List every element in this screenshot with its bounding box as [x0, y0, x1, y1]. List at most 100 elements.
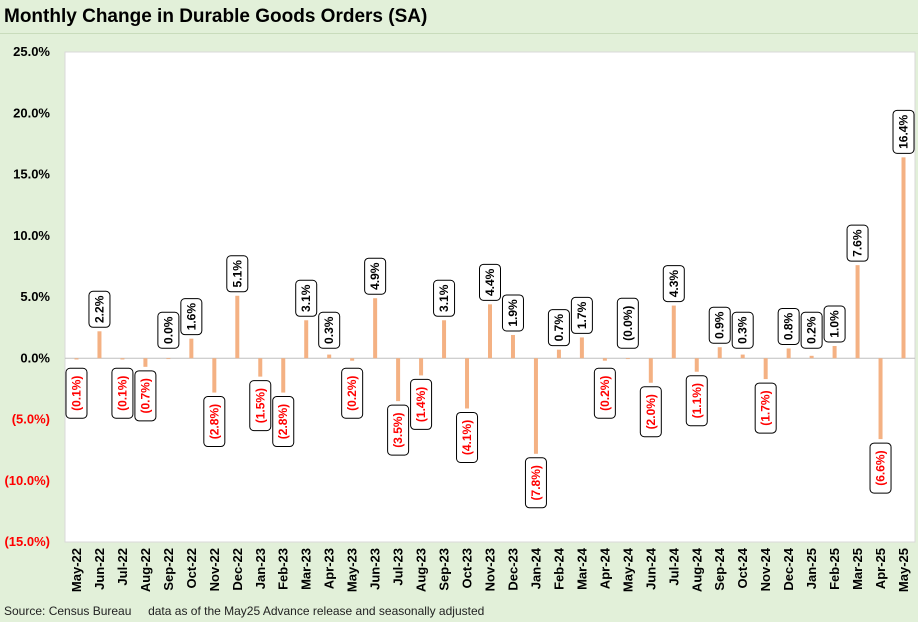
y-axis: 25.0% 20.0% 15.0% 10.0% 5.0% 0.0% (5.0%) (10.0%… — [4, 44, 50, 549]
x-axis: May-22 Jun-22 Jul-22 Aug-22 Sep-22 Oct-22 Nov-… — [69, 547, 911, 592]
data-label-text: 3.1% — [437, 284, 451, 312]
bar — [855, 265, 860, 359]
x-tick-label: Jun-24 — [643, 547, 658, 590]
y-tick-label: 20.0% — [13, 105, 50, 120]
bar — [832, 346, 837, 359]
bar — [396, 358, 401, 402]
data-label-text: 0.0% — [161, 316, 175, 344]
x-tick-label: Jun-23 — [368, 548, 383, 590]
bar — [579, 337, 584, 359]
x-tick-label: May-24 — [620, 547, 635, 592]
data-label-text: 0.3% — [736, 316, 750, 344]
data-label: (2.8%) — [272, 396, 295, 448]
x-tick-label: Jan-23 — [253, 548, 268, 589]
data-label: (0.1%) — [111, 367, 134, 419]
bar — [373, 298, 378, 359]
data-label: (1.4%) — [410, 378, 433, 430]
data-label-text: 2.2% — [92, 295, 106, 323]
data-label-text: 0.3% — [322, 316, 336, 344]
bar — [235, 295, 240, 359]
x-tick-label: Apr-23 — [322, 548, 337, 589]
bar — [465, 358, 470, 409]
data-label-text: 1.9% — [506, 299, 520, 327]
data-label-text: 1.7% — [575, 301, 589, 329]
bars-group — [74, 157, 906, 454]
data-label: (7.8%) — [524, 457, 547, 509]
data-label: 2.2% — [88, 290, 111, 328]
x-tick-label: Nov-22 — [207, 548, 222, 591]
x-tick-label: Mar-25 — [850, 548, 865, 590]
bar — [281, 358, 286, 393]
bar — [602, 358, 607, 361]
x-tick-label: Sep-24 — [712, 547, 727, 590]
data-label: 1.7% — [570, 296, 593, 334]
data-label-text: 16.4% — [897, 115, 911, 149]
x-tick-label: Dec-23 — [505, 548, 520, 591]
x-tick-label: Feb-25 — [827, 548, 842, 590]
data-label-text: 0.7% — [552, 314, 566, 342]
chart-title: Monthly Change in Durable Goods Orders (… — [0, 0, 918, 34]
data-label: 3.1% — [295, 279, 318, 317]
bar — [488, 304, 492, 359]
bar — [120, 358, 125, 360]
x-tick-label: Dec-24 — [781, 547, 796, 590]
data-label-text: 1.6% — [184, 303, 198, 331]
data-label: 0.8% — [777, 307, 800, 345]
bar — [166, 358, 171, 360]
data-label: 16.4% — [892, 109, 915, 154]
data-label: 4.3% — [662, 265, 685, 303]
bar — [327, 354, 332, 359]
data-label-text: (1.4%) — [414, 387, 428, 422]
data-label: 0.3% — [318, 311, 341, 349]
x-tick-label: Jan-24 — [528, 547, 543, 589]
data-label-text: 5.1% — [230, 260, 244, 288]
data-label-text: (6.6%) — [874, 450, 888, 485]
bar — [510, 334, 515, 359]
data-label-text: 0.2% — [805, 316, 819, 344]
data-label-text: (2.8%) — [276, 404, 290, 439]
bar — [556, 349, 561, 359]
data-label: 0.7% — [547, 309, 570, 347]
bar — [694, 358, 699, 372]
data-label: 0.2% — [800, 311, 823, 349]
x-tick-label: Aug-22 — [138, 548, 153, 592]
bar — [740, 354, 745, 359]
data-label-text: 1.0% — [828, 310, 842, 338]
data-label-text: (1.1%) — [690, 383, 704, 418]
data-label-text: 3.1% — [299, 284, 313, 312]
data-label: (0.2%) — [341, 367, 364, 419]
y-tick-label: 5.0% — [20, 289, 50, 304]
data-label-text: (0.1%) — [69, 376, 83, 411]
data-label: 0.9% — [708, 306, 731, 344]
data-label: 1.9% — [501, 294, 524, 332]
bar — [533, 358, 538, 454]
data-label-text: 0.8% — [782, 312, 796, 340]
data-label: (4.1%) — [456, 411, 479, 463]
bar — [878, 358, 883, 440]
data-label: (2.8%) — [203, 396, 226, 448]
x-tick-label: Sep-22 — [161, 548, 176, 591]
x-tick-label: May-23 — [345, 548, 360, 592]
data-label-text: 7.6% — [851, 229, 865, 257]
bar — [304, 320, 309, 359]
bar — [648, 358, 653, 383]
data-label-text: 4.3% — [667, 270, 681, 298]
x-tick-label: Sep-23 — [437, 548, 452, 591]
data-label-text: (0.7%) — [138, 378, 152, 413]
data-label-text: (0.1%) — [115, 376, 129, 411]
data-label: (3.5%) — [387, 404, 410, 456]
bar — [189, 338, 194, 359]
data-label: 5.1% — [226, 255, 249, 293]
y-tick-label: 25.0% — [13, 44, 50, 59]
bar-chart: 25.0% 20.0% 15.0% 10.0% 5.0% 0.0% (5.0%) (10.0%… — [4, 44, 916, 592]
data-label: 0.0% — [157, 311, 180, 349]
bar — [671, 305, 676, 359]
data-label-text: (0.2%) — [598, 376, 612, 411]
x-tick-label: Nov-24 — [758, 547, 773, 591]
x-tick-label: Aug-23 — [414, 548, 429, 592]
data-label-text: (0.2%) — [345, 376, 359, 411]
data-label: (2.0%) — [639, 386, 662, 438]
y-tick-label: 10.0% — [13, 228, 50, 243]
data-label: 3.1% — [433, 279, 456, 317]
x-tick-label: Apr-24 — [597, 547, 612, 589]
